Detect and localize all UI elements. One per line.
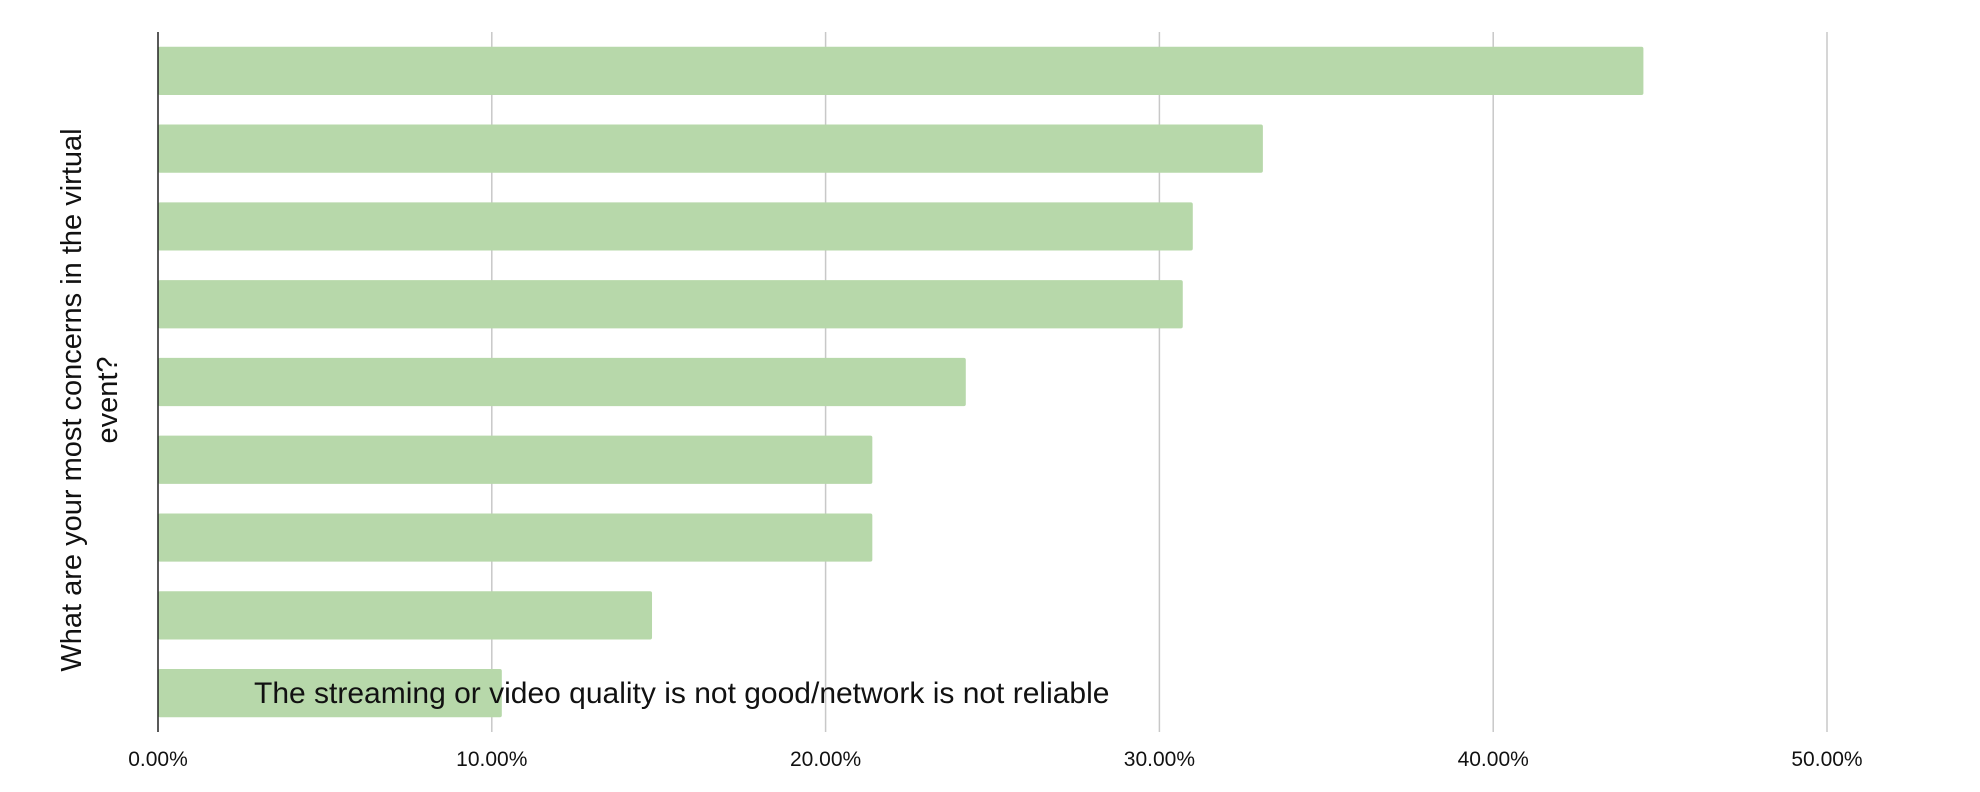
y-axis-label: What are your most concerns in the virtu… — [56, 128, 124, 672]
x-tick-label: 0.00% — [128, 748, 188, 771]
x-tick-label: 10.00% — [456, 748, 527, 771]
bar — [158, 435, 873, 484]
x-tick-label: 40.00% — [1458, 748, 1529, 771]
bar-annotation-label: The streaming or video quality is not go… — [254, 677, 1109, 710]
x-tick-label: 30.00% — [1124, 748, 1195, 771]
bar — [158, 513, 873, 562]
bar — [158, 202, 1193, 251]
x-tick-labels: 0.00% 10.00% 20.00% 30.00% 40.00% 50.00% — [128, 748, 1862, 771]
bar — [158, 357, 966, 407]
bar — [158, 46, 1644, 95]
bar — [158, 669, 502, 718]
x-tick-label: 20.00% — [790, 748, 861, 771]
x-tick-label: 50.00% — [1791, 748, 1862, 771]
bar — [158, 124, 1263, 173]
bar — [158, 591, 653, 640]
bar — [158, 280, 1183, 329]
bars — [158, 46, 1644, 718]
